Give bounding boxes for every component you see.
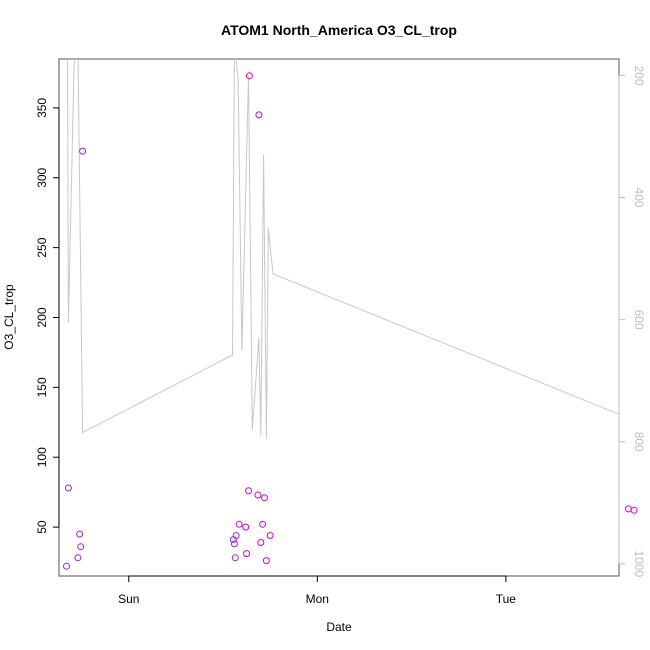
- data-point: [257, 539, 265, 546]
- data-points-layer: [63, 72, 638, 570]
- y-tick-label: 350: [35, 98, 49, 118]
- pressure-series-line: [67, 59, 619, 439]
- data-point: [232, 532, 240, 539]
- y-tick-label: 200: [35, 307, 49, 327]
- data-point: [79, 147, 87, 155]
- y2-tick-label: 800: [632, 432, 646, 452]
- data-point: [64, 484, 72, 492]
- y2-tick-label: 400: [632, 188, 646, 208]
- data-point: [259, 520, 267, 528]
- data-point: [261, 494, 268, 502]
- y-tick-label: 300: [35, 167, 49, 187]
- y-tick-label: 250: [35, 237, 49, 257]
- data-point: [229, 536, 237, 544]
- y2-tick-label: 200: [632, 65, 646, 85]
- data-point: [245, 72, 253, 80]
- y-axis: 50 100 150 200 250 300 350: [35, 98, 60, 534]
- data-point: [76, 530, 84, 538]
- data-point: [231, 554, 239, 562]
- data-point: [266, 532, 274, 539]
- y2-tick-label: 600: [632, 310, 646, 330]
- secondary-y-axis: 200 400 600 800 1000: [618, 65, 646, 577]
- x-axis: Sun Mon Tue: [118, 575, 517, 606]
- data-point: [77, 543, 85, 551]
- plot-area-frame: [58, 58, 620, 577]
- data-point: [254, 491, 262, 499]
- y-tick-label: 50: [35, 520, 49, 534]
- x-tick-label: Sun: [118, 592, 139, 606]
- data-point: [230, 540, 238, 548]
- y-tick-label: 150: [35, 377, 49, 397]
- chart-title: ATOM1 North_America O3_CL_trop: [221, 22, 457, 38]
- y2-tick-label: 1000: [632, 550, 646, 577]
- y-tick-label: 100: [35, 447, 49, 467]
- data-point: [255, 111, 263, 119]
- pressure-line-layer: [67, 59, 619, 439]
- x-axis-label: Date: [326, 620, 352, 634]
- y-axis-label: O3_CL_trop: [2, 284, 16, 350]
- data-point: [262, 557, 270, 565]
- data-point: [63, 562, 70, 570]
- data-point: [245, 487, 252, 495]
- data-point: [74, 554, 82, 562]
- x-tick-label: Mon: [306, 592, 329, 606]
- data-point: [242, 523, 250, 531]
- data-point: [624, 505, 632, 513]
- data-point: [630, 506, 638, 514]
- data-point: [235, 520, 243, 528]
- data-point: [243, 550, 251, 558]
- x-tick-label: Tue: [496, 592, 517, 606]
